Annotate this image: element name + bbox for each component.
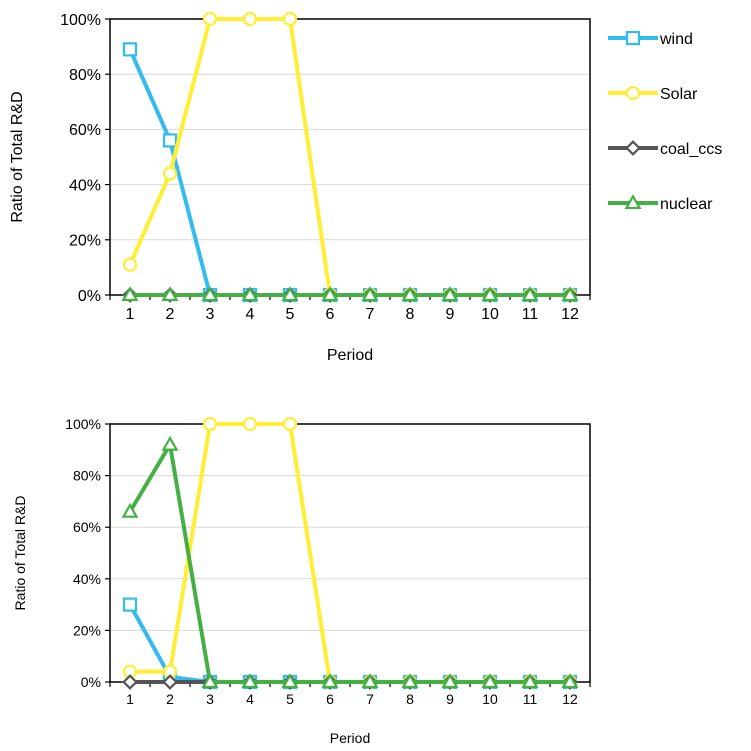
y-axis-label: Ratio of Total R&D	[9, 91, 26, 222]
x-tick-label: 11	[522, 306, 539, 323]
legend-marker	[625, 30, 641, 46]
y-tick-label: 40%	[73, 571, 101, 587]
data-point-nuclear	[441, 286, 459, 302]
y-axis-label: Ratio of Total R&D	[12, 496, 28, 611]
x-axis-label: Period	[327, 347, 373, 364]
data-point-coal-ccs	[162, 674, 178, 690]
legend-label: Solar	[660, 86, 698, 103]
legend-marker	[625, 85, 641, 101]
data-point-nuclear	[481, 286, 499, 302]
data-point-nuclear	[121, 502, 139, 518]
x-tick-label: 8	[406, 306, 415, 323]
chart-bottom: 0%20%40%60%80%100%1 2 3 4 5 6 7 8 9 10 11 12PeriodR…	[12, 416, 591, 746]
legend-label: wind	[659, 31, 693, 48]
data-point-solar	[282, 416, 298, 432]
x-tick-label: 12	[562, 691, 578, 707]
series-line-wind	[128, 603, 570, 684]
x-tick-label: 4	[246, 691, 254, 707]
data-point-nuclear	[561, 286, 579, 302]
x-tick-label: 7	[366, 691, 374, 707]
data-point-nuclear	[281, 673, 299, 689]
x-axis-label: Period	[330, 730, 370, 746]
y-tick-label: 0%	[81, 674, 101, 690]
y-tick-label: 60%	[73, 519, 101, 535]
data-point-solar	[202, 416, 218, 432]
y-tick-label: 0%	[78, 288, 101, 305]
x-tick-label: 2	[166, 691, 174, 707]
legend-label: nuclear	[660, 196, 713, 213]
y-tick-label: 20%	[69, 233, 101, 250]
data-point-nuclear	[121, 286, 139, 302]
data-point-nuclear	[441, 673, 459, 689]
x-tick-label: 9	[446, 691, 454, 707]
data-point-nuclear	[561, 673, 579, 689]
series-line-wind	[128, 48, 570, 297]
data-point-solar	[202, 11, 218, 27]
data-point-nuclear	[281, 286, 299, 302]
data-point-nuclear	[361, 286, 379, 302]
legend-marker	[625, 140, 641, 156]
y-tick-label: 80%	[69, 67, 101, 84]
x-tick-label: 6	[326, 691, 334, 707]
data-point-nuclear	[401, 286, 419, 302]
data-point-coal-ccs	[122, 674, 138, 690]
data-point-solar	[162, 166, 178, 181]
data-point-nuclear	[361, 673, 379, 689]
x-tick-label: 3	[206, 691, 214, 707]
data-point-wind	[162, 133, 178, 148]
data-point-solar	[242, 416, 258, 432]
x-tick-label: 10	[481, 306, 499, 323]
data-point-nuclear	[401, 673, 419, 689]
x-tick-label: 2	[166, 306, 175, 323]
data-point-nuclear	[201, 673, 219, 689]
data-point-nuclear	[521, 673, 539, 689]
data-point-nuclear	[481, 673, 499, 689]
data-point-solar	[282, 11, 298, 27]
data-point-nuclear	[201, 286, 219, 302]
y-tick-label: 100%	[60, 12, 101, 29]
series-line-nuclear	[128, 442, 570, 684]
data-point-nuclear	[521, 286, 539, 302]
data-point-nuclear	[161, 435, 179, 451]
x-tick-label: 9	[446, 306, 455, 323]
y-tick-label: 100%	[65, 416, 101, 432]
x-tick-label: 6	[326, 306, 335, 323]
x-tick-label: 8	[406, 691, 414, 707]
x-tick-label: 3	[206, 306, 215, 323]
data-point-solar	[122, 257, 138, 272]
data-point-solar	[242, 11, 258, 27]
data-point-nuclear	[241, 673, 259, 689]
y-tick-label: 60%	[69, 122, 101, 139]
y-tick-label: 20%	[73, 622, 101, 638]
legend-marker	[624, 194, 642, 210]
data-point-nuclear	[161, 286, 179, 302]
y-tick-label: 40%	[69, 177, 101, 194]
x-tick-label: 4	[246, 306, 255, 323]
data-point-nuclear	[321, 286, 339, 302]
y-tick-label: 80%	[73, 468, 101, 484]
x-tick-label: 7	[366, 306, 375, 323]
chart-top: 0%20%40%60%80%100%1 2 3 4 5 6 7 8 9 10 11 12PeriodR…	[9, 11, 591, 364]
x-tick-label: 5	[286, 306, 295, 323]
x-tick-label: 11	[523, 691, 538, 707]
series-line-solar	[128, 17, 570, 297]
x-tick-label: 12	[561, 306, 579, 323]
x-tick-label: 10	[482, 691, 498, 707]
plot-area	[109, 18, 591, 296]
data-point-wind	[122, 42, 138, 57]
data-point-nuclear	[241, 286, 259, 302]
series-line-solar	[130, 422, 570, 684]
x-tick-label: 5	[286, 691, 294, 707]
x-tick-label: 1	[126, 691, 134, 707]
data-point-nuclear	[321, 673, 339, 689]
plot-area	[109, 423, 591, 683]
data-point-wind	[122, 597, 138, 612]
legend-label: coal_ccs	[660, 141, 722, 158]
x-tick-label: 1	[126, 306, 135, 323]
